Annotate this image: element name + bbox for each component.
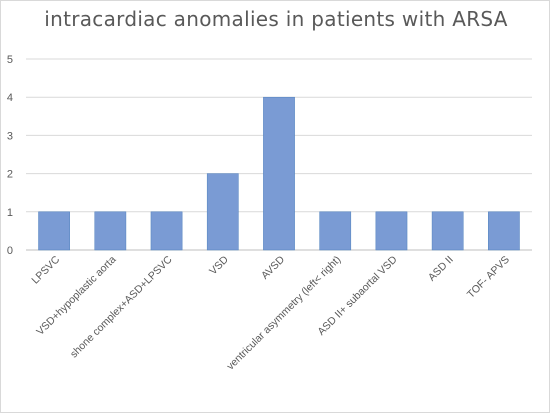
bar xyxy=(206,173,239,251)
y-tick-label: 4 xyxy=(7,92,13,104)
y-tick-label: 0 xyxy=(7,245,13,257)
bar xyxy=(488,211,520,251)
chart-title: intracardiac anomalies in patients with … xyxy=(44,7,508,31)
x-tick-label: ventricular asymmetry (left< right) xyxy=(224,254,343,373)
x-tick-label: LPSVC xyxy=(29,253,62,286)
bars xyxy=(38,96,520,251)
x-tick-label: VSD xyxy=(207,253,231,277)
x-tick-label: TOF- APVS xyxy=(465,254,512,301)
y-tick-label: 1 xyxy=(7,207,13,219)
bar xyxy=(38,211,70,251)
bar xyxy=(263,96,295,251)
y-tick-label: 2 xyxy=(7,169,13,181)
y-tick-label: 3 xyxy=(7,130,13,142)
bar xyxy=(94,211,127,251)
x-tick-label: ASD II xyxy=(426,254,456,284)
y-tick-label: 5 xyxy=(7,54,13,66)
y-axis-ticks: 0 1 2 3 4 5 xyxy=(7,54,13,257)
bar xyxy=(319,211,352,251)
bar xyxy=(375,211,408,251)
bar xyxy=(150,211,183,251)
x-tick-label: AVSD xyxy=(259,253,287,281)
x-tick-label: shone complex+ASD+LPSVC xyxy=(68,253,175,360)
bar xyxy=(431,211,464,251)
